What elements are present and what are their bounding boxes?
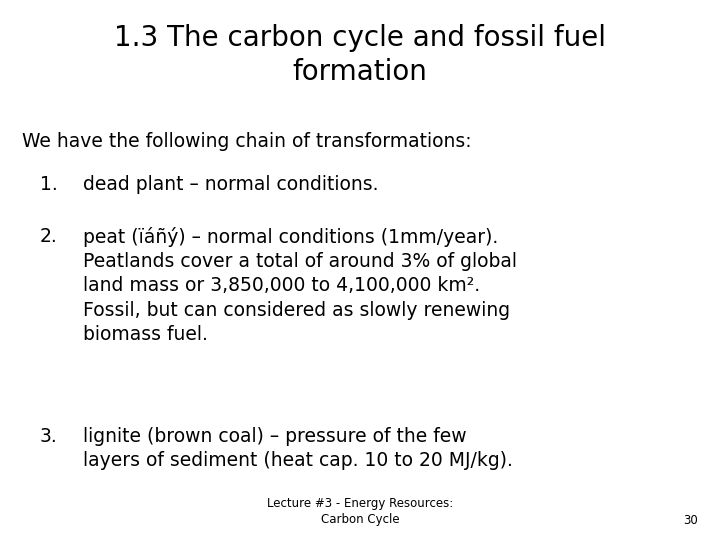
Text: Lecture #3 - Energy Resources:
Carbon Cycle: Lecture #3 - Energy Resources: Carbon Cy… [267, 497, 453, 526]
Text: peat (ïáñý) – normal conditions (1mm/year).
Peatlands cover a total of around 3%: peat (ïáñý) – normal conditions (1mm/yea… [83, 227, 517, 344]
Text: dead plant – normal conditions.: dead plant – normal conditions. [83, 176, 378, 194]
Text: 1.: 1. [40, 176, 58, 194]
Text: lignite (brown coal) – pressure of the few
layers of sediment (heat cap. 10 to 2: lignite (brown coal) – pressure of the f… [83, 427, 513, 470]
Text: 3.: 3. [40, 427, 58, 446]
Text: 1.3 The carbon cycle and fossil fuel
formation: 1.3 The carbon cycle and fossil fuel for… [114, 24, 606, 86]
Text: 2.: 2. [40, 227, 58, 246]
Text: We have the following chain of transformations:: We have the following chain of transform… [22, 132, 471, 151]
Text: 30: 30 [684, 514, 698, 526]
